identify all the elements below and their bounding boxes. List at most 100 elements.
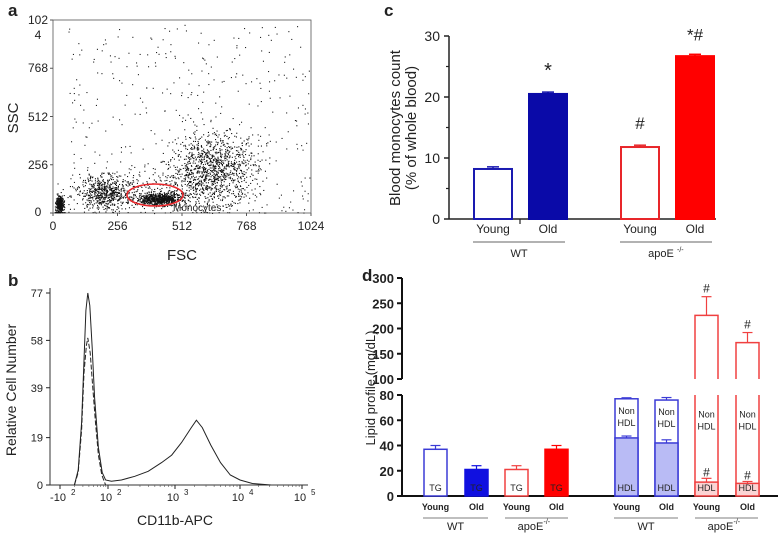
scatter-point: [122, 181, 124, 183]
scatter-point: [201, 154, 203, 156]
x-tick-label: Old: [686, 222, 705, 236]
scatter-point: [57, 207, 59, 209]
scatter-point: [162, 202, 164, 204]
scatter-point: [195, 158, 197, 160]
scatter-point: [142, 148, 144, 150]
scatter-point: [234, 146, 236, 148]
scatter-point: [116, 171, 118, 173]
scatter-point: [142, 101, 144, 103]
scatter-point: [227, 212, 229, 214]
scatter-point: [201, 146, 203, 148]
scatter-point: [117, 206, 119, 208]
scatter-point: [218, 160, 220, 162]
scatter-point: [214, 177, 216, 179]
scatter-point: [212, 160, 214, 162]
scatter-point: [161, 193, 163, 195]
scatter-point: [211, 161, 213, 163]
scatter-point: [259, 192, 261, 194]
scatter-point: [209, 141, 211, 143]
scatter-point: [192, 144, 194, 146]
scatter-point: [197, 144, 199, 146]
scatter-point: [254, 188, 256, 190]
scatter-point: [93, 184, 95, 186]
scatter-point: [183, 180, 185, 182]
scatter-point: [131, 183, 133, 185]
scatter-point: [285, 210, 287, 212]
scatter-point: [90, 197, 92, 199]
scatter-point: [97, 120, 99, 122]
scatter-point: [191, 153, 193, 155]
scatter-point: [206, 169, 208, 171]
scatter-point: [104, 182, 106, 184]
scatter-point: [96, 197, 98, 199]
scatter-point: [191, 155, 193, 157]
scatter-point: [195, 179, 197, 181]
scatter-point: [198, 42, 200, 44]
scatter-point: [188, 182, 190, 184]
scatter-point: [195, 166, 197, 168]
scatter-point: [142, 195, 144, 197]
scatter-point: [248, 138, 250, 140]
scatter-point: [201, 185, 203, 187]
scatter-point: [228, 152, 230, 154]
scatter-point: [127, 199, 129, 201]
scatter-point: [149, 195, 151, 197]
scatter-point: [226, 159, 228, 161]
scatter-point: [225, 152, 227, 154]
scatter-point: [143, 197, 145, 199]
scatter-point: [121, 124, 123, 126]
scatter-point: [62, 205, 64, 207]
scatter-point: [268, 71, 270, 73]
x-tick-label: Young: [422, 502, 449, 512]
scatter-point: [156, 199, 158, 201]
scatter-point: [205, 175, 207, 177]
scatter-point: [166, 199, 168, 201]
scatter-point: [222, 144, 224, 146]
scatter-point: [142, 200, 144, 202]
scatter-point: [189, 172, 191, 174]
scatter-point: [226, 142, 228, 144]
scatter-point: [133, 194, 135, 196]
scatter-point: [239, 169, 241, 171]
scatter-point: [210, 164, 212, 166]
scatter-point: [130, 198, 132, 200]
scatter-point: [250, 182, 252, 184]
scatter-point: [98, 185, 100, 187]
scatter-point: [148, 191, 150, 193]
scatter-point: [176, 184, 178, 186]
scatter-point: [137, 74, 139, 76]
scatter-point: [94, 191, 96, 193]
scatter-point: [177, 149, 179, 151]
scatter-point: [138, 196, 140, 198]
scatter-point: [245, 83, 247, 85]
scatter-point: [185, 177, 187, 179]
scatter-point: [187, 156, 189, 158]
scatter-point: [188, 177, 190, 179]
scatter-point: [102, 180, 104, 182]
scatter-point: [213, 147, 215, 149]
scatter-point: [210, 149, 212, 151]
scatter-point: [200, 175, 202, 177]
scatter-point: [114, 210, 116, 212]
scatter-point: [240, 191, 242, 193]
scatter-point: [121, 195, 123, 197]
x-tick-label: 256: [107, 219, 127, 233]
scatter-point: [108, 185, 110, 187]
scatter-point: [159, 189, 161, 191]
x-tick-label-exponent: 5: [311, 488, 316, 497]
bar-apoe-young: [620, 146, 660, 221]
x-axis-label: CD11b-APC: [137, 512, 213, 528]
scatter-point: [94, 162, 96, 164]
scatter-point: [84, 181, 86, 183]
scatter-point: [81, 192, 83, 194]
scatter-point: [188, 144, 190, 146]
scatter-point: [97, 183, 99, 185]
scatter-point: [108, 196, 110, 198]
scatter-point: [196, 189, 198, 191]
scatter-point: [251, 189, 253, 191]
scatter-point: [189, 197, 191, 199]
scatter-point: [200, 32, 202, 34]
scatter-point: [150, 203, 152, 205]
scatter-point: [184, 203, 186, 205]
scatter-point: [154, 201, 156, 203]
